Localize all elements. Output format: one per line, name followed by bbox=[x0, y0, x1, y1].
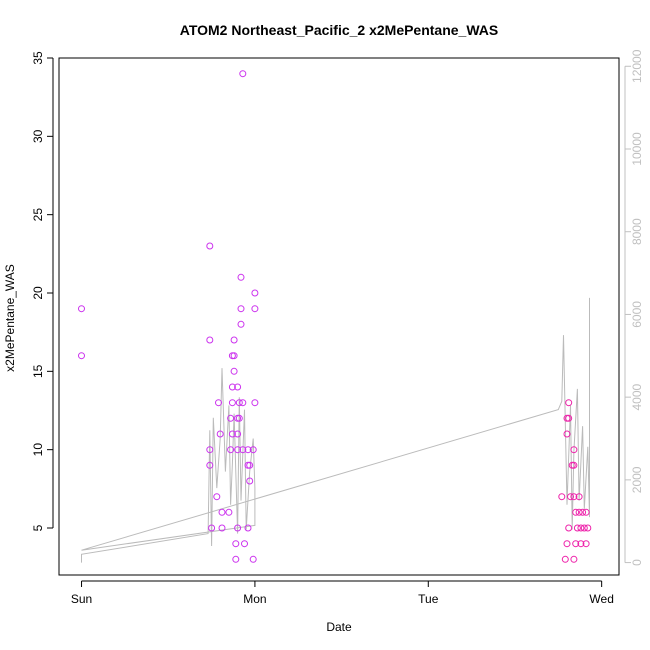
y2-tick-label: 12000 bbox=[630, 49, 644, 83]
data-point bbox=[218, 524, 226, 532]
y-tick-label: 10 bbox=[31, 443, 45, 457]
data-point bbox=[244, 446, 252, 454]
data-point bbox=[239, 446, 247, 454]
data-point bbox=[582, 508, 590, 516]
series-line bbox=[81, 297, 590, 563]
data-point bbox=[251, 305, 259, 313]
y2-tick-label: 2000 bbox=[630, 466, 644, 493]
data-point bbox=[561, 555, 569, 563]
data-point bbox=[215, 399, 222, 407]
data-point bbox=[239, 399, 247, 407]
data-point bbox=[567, 493, 574, 501]
data-point bbox=[206, 461, 214, 469]
data-point bbox=[234, 524, 242, 532]
data-point bbox=[565, 524, 573, 532]
y-axis-label: x2MePentane_WAS bbox=[3, 264, 17, 372]
data-point bbox=[230, 352, 238, 360]
data-point bbox=[251, 289, 259, 297]
y-tick-label: 25 bbox=[31, 208, 45, 222]
data-point bbox=[235, 399, 243, 407]
data-point bbox=[228, 430, 236, 438]
data-point bbox=[216, 430, 224, 438]
data-point bbox=[251, 399, 259, 407]
y-tick-label: 15 bbox=[31, 364, 45, 378]
y-tick-label: 5 bbox=[31, 524, 45, 531]
data-point bbox=[225, 508, 233, 516]
data-point bbox=[249, 555, 257, 563]
x-tick-label: Sun bbox=[71, 592, 92, 606]
data-point bbox=[234, 383, 242, 391]
data-point bbox=[572, 540, 580, 548]
data-point bbox=[237, 320, 245, 328]
data-point bbox=[208, 524, 216, 532]
data-point bbox=[572, 508, 580, 516]
data-point bbox=[563, 430, 571, 438]
chart-title: ATOM2 Northeast_Pacific_2 x2MePentane_WA… bbox=[180, 22, 499, 38]
data-point bbox=[228, 383, 236, 391]
data-point bbox=[570, 555, 578, 563]
plot-area: 5 10 15 20 25 30 35 Sun Mon Tue Wed 0 2000 4000 6000 80… bbox=[31, 49, 644, 606]
y-tick-label: 30 bbox=[31, 129, 45, 143]
data-point bbox=[206, 446, 214, 454]
data-point bbox=[227, 414, 235, 422]
x-tick-label: Tue bbox=[418, 592, 439, 606]
x-axis-label: Date bbox=[326, 620, 352, 634]
data-point bbox=[206, 336, 214, 344]
data-point bbox=[580, 524, 588, 532]
data-point bbox=[565, 414, 573, 422]
y2-tick-label: 4000 bbox=[630, 383, 644, 410]
x-tick-label: Wed bbox=[589, 592, 613, 606]
data-point bbox=[218, 508, 226, 516]
data-point bbox=[232, 555, 240, 563]
data-point bbox=[570, 446, 578, 454]
data-point bbox=[78, 352, 85, 360]
data-point bbox=[241, 540, 248, 548]
data-point bbox=[244, 524, 252, 532]
data-point bbox=[234, 446, 242, 454]
data-point bbox=[237, 305, 245, 313]
data-point bbox=[228, 399, 236, 407]
data-point bbox=[558, 493, 566, 501]
data-point bbox=[565, 399, 573, 407]
data-point bbox=[246, 461, 254, 469]
data-point bbox=[584, 524, 592, 532]
data-point bbox=[582, 540, 590, 548]
data-point bbox=[227, 446, 235, 454]
y2-tick-label: 6000 bbox=[630, 301, 644, 328]
data-point bbox=[575, 493, 583, 501]
data-point bbox=[78, 305, 85, 313]
y2-tick-label: 8000 bbox=[630, 218, 644, 245]
y2-tick-label: 10000 bbox=[630, 132, 644, 166]
y-tick-label: 35 bbox=[31, 51, 45, 65]
data-point bbox=[249, 446, 257, 454]
plot-frame bbox=[58, 57, 620, 576]
x-tick-label: Mon bbox=[243, 592, 266, 606]
data-point bbox=[232, 540, 240, 548]
data-point bbox=[235, 414, 243, 422]
data-point bbox=[230, 367, 238, 375]
data-point bbox=[579, 508, 587, 516]
data-point bbox=[246, 477, 254, 485]
y-tick-label: 20 bbox=[31, 286, 45, 300]
data-point bbox=[213, 493, 221, 501]
data-point bbox=[577, 540, 585, 548]
data-point bbox=[234, 430, 242, 438]
data-point bbox=[570, 461, 578, 469]
data-point bbox=[237, 273, 245, 281]
data-point bbox=[577, 524, 585, 532]
data-point bbox=[573, 524, 581, 532]
y2-tick-label: 0 bbox=[630, 559, 644, 566]
data-point bbox=[206, 242, 214, 250]
data-point bbox=[575, 508, 583, 516]
data-point bbox=[239, 70, 247, 78]
data-point bbox=[230, 336, 238, 344]
data-point bbox=[563, 540, 571, 548]
data-point bbox=[570, 493, 578, 501]
